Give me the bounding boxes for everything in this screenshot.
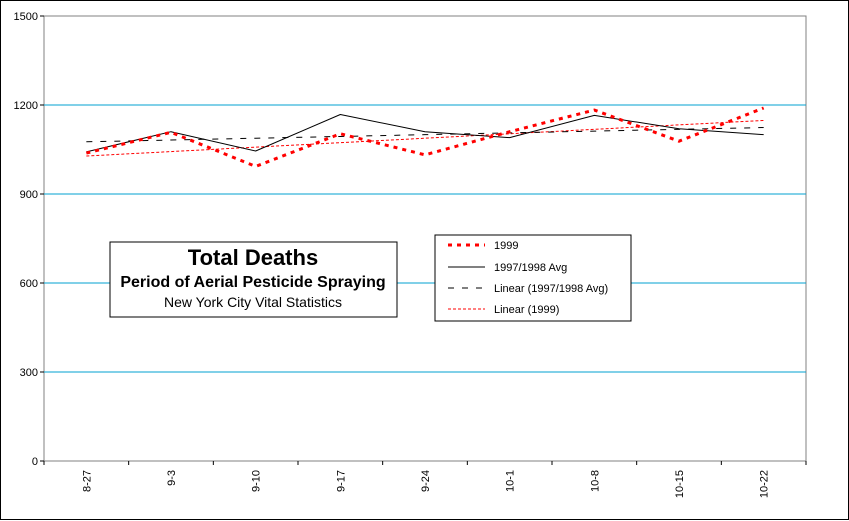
legend-item-linear-avg: Linear (1997/1998 Avg) [448,283,608,295]
chart-subtitle: Period of Aerial Pesticide Spraying [120,274,385,291]
legend-border [434,234,632,322]
x-tick-label-10-15: 10-15 [674,470,686,498]
x-tick-label-9-10: 9-10 [251,470,263,492]
x-tick-label-10-22: 10-22 [759,470,771,498]
title-box-border [109,241,398,318]
x-tick-label-10-8: 10-8 [589,470,601,492]
x-tick-label-8-27: 8-27 [81,470,93,492]
x-tick-label-9-3: 9-3 [166,470,178,486]
chart-title: Total Deaths [188,245,318,270]
y-axis: 0 300 600 900 1200 1500 [14,11,44,468]
legend: 1999 1997/1998 Avg Linear (1997/1998 Avg… [434,234,632,322]
y-tick-label-600: 600 [20,278,38,290]
y-tick-label-1500: 1500 [14,11,38,23]
legend-item-avg: 1997/1998 Avg [448,262,567,274]
legend-item-1999: 1999 [448,240,518,252]
series-lines [85,106,765,168]
series-line-1999 [85,106,765,168]
legend-label-linear-1999: Linear (1999) [494,304,559,316]
y-tick-label-300: 300 [20,367,38,379]
y-tick-label-0: 0 [32,456,38,468]
chart-source: New York City Vital Statistics [164,294,342,310]
legend-item-linear-1999: Linear (1999) [448,304,559,316]
legend-label-avg: 1997/1998 Avg [494,262,567,274]
legend-label-linear-avg: Linear (1997/1998 Avg) [494,283,608,295]
series-line-linear-1999 [86,119,764,157]
y-tick-label-900: 900 [20,189,38,201]
series-line-linear-1997-1998-avg [86,127,764,143]
y-tick-label-1200: 1200 [14,100,38,112]
x-axis: 8-27 9-3 9-10 9-17 9-24 10-1 10-8 10-15 10-22 [43,461,807,498]
x-tick-label-9-17: 9-17 [335,470,347,492]
legend-label-1999: 1999 [494,240,518,252]
title-box: Total Deaths Period of Aerial Pesticide … [109,241,398,318]
series-line-1997-1998-avg [86,113,764,153]
x-tick-label-9-24: 9-24 [420,470,432,492]
x-tick-label-10-1: 10-1 [505,470,517,492]
plot-area [43,15,807,462]
